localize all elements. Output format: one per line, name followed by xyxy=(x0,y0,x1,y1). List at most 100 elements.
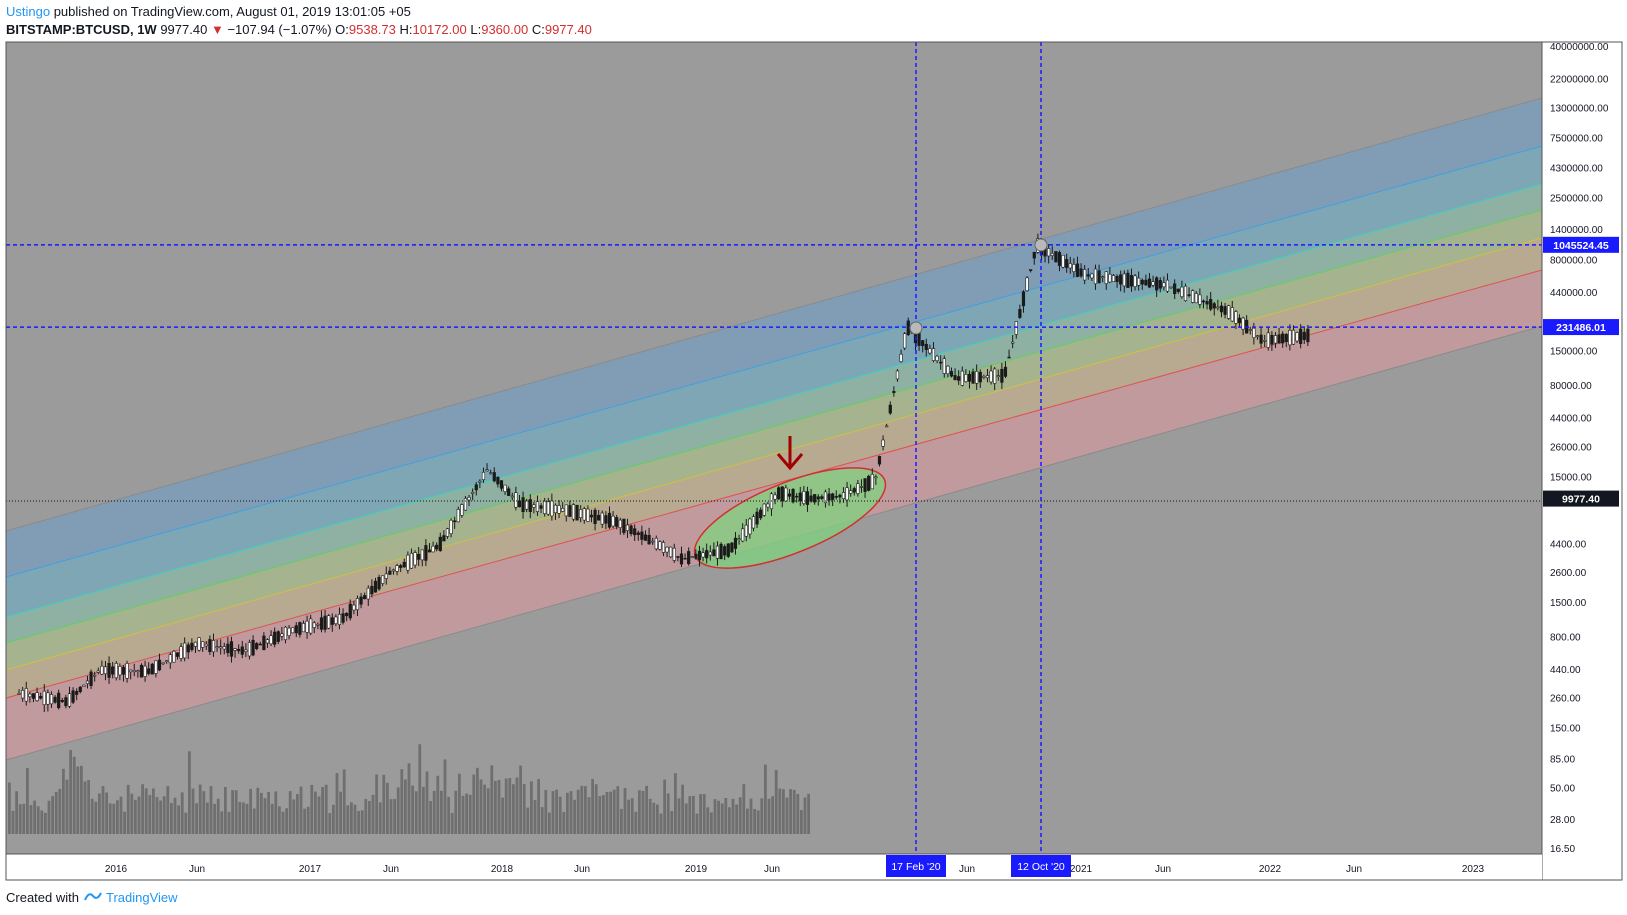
candle-body-588 xyxy=(586,508,590,522)
volume-bar-166 xyxy=(166,786,170,834)
volume-bar-462 xyxy=(461,795,465,834)
volume-bar-588 xyxy=(587,797,591,834)
candle-body-127 xyxy=(125,663,129,679)
volume-bar-411 xyxy=(411,785,414,834)
volume-bar-645 xyxy=(645,785,648,834)
volume-bar-94 xyxy=(94,801,98,834)
author-link[interactable]: Ustingo xyxy=(6,4,51,19)
volume-bar-778 xyxy=(778,788,782,834)
candle-body-145 xyxy=(143,665,147,677)
candle-body-1131 xyxy=(1129,275,1134,287)
candle-body-289 xyxy=(287,627,291,636)
candle-body-325 xyxy=(323,615,327,630)
candle-body-429 xyxy=(427,549,432,553)
price-tick-7: 800000.00 xyxy=(1550,255,1598,266)
candle-body-815 xyxy=(813,494,817,503)
candle-body-973 xyxy=(971,371,975,384)
candle-body-1059 xyxy=(1057,252,1062,266)
candle-body-696 xyxy=(694,553,698,559)
candle-body-1153 xyxy=(1151,281,1155,286)
price-axis[interactable] xyxy=(1542,42,1622,854)
candle-body-213 xyxy=(211,640,216,653)
candle-body-624 xyxy=(622,518,626,533)
channel-band-top xyxy=(6,98,1542,577)
volume-bar-447 xyxy=(447,796,450,834)
candle-body-581 xyxy=(579,509,583,518)
volume-bar-422 xyxy=(422,786,425,834)
price-tick-16: 1500.00 xyxy=(1550,598,1587,609)
candle-body-37 xyxy=(35,692,39,701)
candle-body-735 xyxy=(733,537,738,549)
volume-bar-681 xyxy=(681,784,684,834)
candle-body-509 xyxy=(507,488,511,496)
volume-bar-768 xyxy=(767,798,771,834)
volume-bar-465 xyxy=(465,793,468,834)
volume-bar-670 xyxy=(670,811,674,834)
volume-bar-800 xyxy=(800,809,803,834)
candle-body-555 xyxy=(553,504,558,514)
candle-body-865 xyxy=(863,478,867,492)
candle-body-170 xyxy=(168,654,172,664)
candle-body-1121 xyxy=(1119,274,1123,285)
volume-bar-354 xyxy=(353,804,357,834)
candle-body-1063 xyxy=(1061,254,1065,268)
candle-body-296 xyxy=(294,625,298,634)
candle-body-109 xyxy=(107,663,111,678)
candle-body-195 xyxy=(193,641,198,647)
volume-bar-674 xyxy=(674,773,677,834)
candle-body-962 xyxy=(960,370,964,386)
candle-body-332 xyxy=(330,617,334,625)
candle-body-530 xyxy=(528,499,532,513)
candle-body-390 xyxy=(388,570,392,575)
publish-line: Ustingo published on TradingView.com, Au… xyxy=(6,4,411,19)
volume-bar-764 xyxy=(764,764,767,834)
time-tick-4: 2018 xyxy=(491,864,514,875)
channel-band-cyan xyxy=(6,184,1542,643)
candle-body-368 xyxy=(366,587,370,600)
candle-body-635 xyxy=(633,528,637,536)
candle-body-95 xyxy=(93,674,97,677)
candle-body-397 xyxy=(395,565,399,572)
volume-bar-285 xyxy=(285,808,288,834)
candle-body-685 xyxy=(683,557,687,560)
volume-bar-249 xyxy=(249,788,252,834)
time-axis[interactable] xyxy=(6,854,1542,880)
volume-bar-177 xyxy=(177,805,180,834)
candle-body-66 xyxy=(64,697,68,707)
candle-body-149 xyxy=(147,668,151,674)
candle-body-941 xyxy=(939,361,943,364)
candle-body-163 xyxy=(161,662,165,665)
candle-body-278 xyxy=(276,631,280,642)
candle-body-642 xyxy=(640,531,644,540)
candle-body-357 xyxy=(355,598,360,611)
price-tick-1: 22000000.00 xyxy=(1550,75,1609,86)
candle-body-512 xyxy=(510,495,514,498)
volume-bar-717 xyxy=(717,800,720,834)
volume-bar-37 xyxy=(36,806,40,834)
candle-body-563 xyxy=(561,508,565,512)
candle-body-411 xyxy=(409,552,414,569)
date-label-0: 17 Feb '20 xyxy=(891,861,940,873)
volume-bar-382 xyxy=(382,774,386,834)
candle-body-444 xyxy=(442,535,446,542)
candle-body-159 xyxy=(157,659,162,671)
candle-body-354 xyxy=(352,604,356,611)
candle-body-282 xyxy=(280,633,284,637)
candle-body-732 xyxy=(730,542,734,553)
candle-body-393 xyxy=(391,569,396,572)
candle-body-753 xyxy=(751,516,756,529)
candle-body-930 xyxy=(928,348,932,354)
candle-body-174 xyxy=(172,650,176,663)
tradingview-brand[interactable]: TradingView xyxy=(106,890,178,905)
symbol-label[interactable]: BITSTAMP:BTCUSD, 1W xyxy=(6,22,157,37)
candle-body-116 xyxy=(114,663,118,679)
volume-bar-123 xyxy=(123,811,126,834)
volume-bar-573 xyxy=(573,799,576,834)
candle-body-671 xyxy=(669,546,673,558)
candle-body-606 xyxy=(604,515,608,524)
candle-body-725 xyxy=(723,546,727,556)
candle-body-627 xyxy=(625,524,630,531)
close-label: C: xyxy=(531,22,545,37)
candle-body-782 xyxy=(780,486,784,502)
